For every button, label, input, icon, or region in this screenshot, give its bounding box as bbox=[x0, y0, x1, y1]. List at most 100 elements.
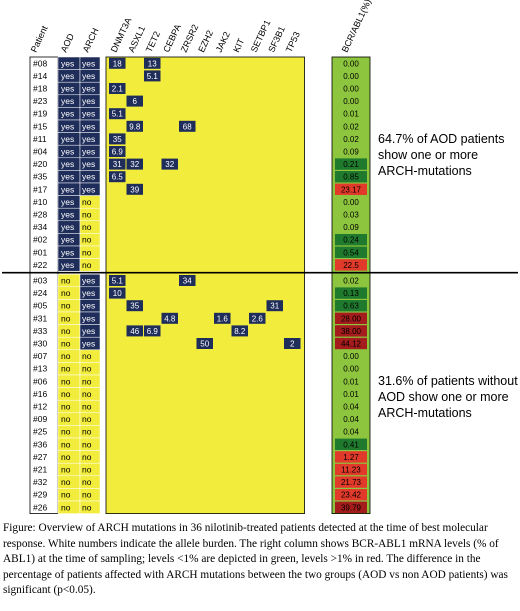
bcr-abl1-value: 0.00 bbox=[343, 72, 359, 81]
bcr-abl1-value: 38.00 bbox=[341, 327, 362, 336]
bcr-abl1-value: 23.42 bbox=[341, 491, 362, 500]
bcr-abl1-cell bbox=[335, 208, 367, 221]
aod-value: no bbox=[61, 389, 71, 399]
bcr-abl1-cell bbox=[335, 300, 367, 312]
bcr-abl1-cell bbox=[335, 95, 367, 107]
table-row: #35 yes yes 6.5 0.85 bbox=[33, 170, 367, 184]
mutation-cell-asxl1 bbox=[126, 300, 143, 312]
allele-burden-value: 10 bbox=[113, 289, 122, 298]
arch-value: yes bbox=[82, 301, 95, 311]
patient-id: #25 bbox=[33, 427, 47, 437]
bcr-abl1-value: 0.00 bbox=[343, 85, 359, 94]
bcr-abl1-cell bbox=[335, 234, 367, 246]
patient-id: #04 bbox=[33, 147, 47, 157]
mutation-cell-sf3b1 bbox=[266, 300, 283, 312]
bcr-abl1-cell bbox=[335, 388, 367, 400]
bcr-abl1-value: 22.5 bbox=[343, 261, 359, 270]
bcr-abl1-value: 0.01 bbox=[343, 377, 359, 386]
allele-burden-value: 9.8 bbox=[129, 122, 141, 131]
gene-matrix-background bbox=[105, 56, 305, 515]
table-row: #05 no yes 35 31 0.63 bbox=[33, 299, 367, 313]
bcr-abl1-value: 21.73 bbox=[341, 478, 362, 487]
bcr-abl1-value: 1.27 bbox=[343, 453, 359, 462]
bcr-abl1-cell bbox=[335, 70, 367, 82]
mutation-cell-ezh2 bbox=[196, 338, 213, 349]
bcr-abl1-value: 0.00 bbox=[343, 97, 359, 106]
aod-value: no bbox=[61, 465, 71, 475]
bcr-abl1-cell bbox=[335, 325, 367, 337]
bcr-abl1-value: 0.01 bbox=[343, 390, 359, 399]
arch-value: no bbox=[82, 364, 92, 374]
arch-cell bbox=[79, 500, 101, 514]
mutation-cell-asxl1 bbox=[126, 325, 143, 337]
arch-value: yes bbox=[82, 58, 95, 68]
table-row: #17 yes yes 39 23.17 bbox=[33, 182, 367, 196]
bcr-abl1-cell bbox=[335, 312, 367, 324]
mutation-cell-tet2 bbox=[144, 325, 161, 337]
header-arch: ARCH bbox=[81, 26, 101, 53]
table-row: #20 yes yes 31 32 32 0.21 bbox=[33, 157, 367, 171]
bcr-abl1-cell bbox=[335, 413, 367, 425]
aod-value: yes bbox=[61, 159, 74, 169]
mutation-cell-kit bbox=[231, 325, 248, 337]
bcr-abl1-value: 0.00 bbox=[343, 365, 359, 374]
aod-value: no bbox=[61, 427, 71, 437]
mutation-cell-dnmt3a bbox=[109, 146, 126, 157]
patient-column bbox=[29, 56, 59, 515]
patient-id: #15 bbox=[33, 121, 47, 131]
arch-value: yes bbox=[82, 288, 95, 298]
header-aod: AOD bbox=[59, 31, 77, 53]
aod-value: no bbox=[61, 477, 71, 487]
arch-value: no bbox=[82, 490, 92, 500]
bcr-abl1-value: 0.13 bbox=[343, 289, 359, 298]
table-row: #23 yes yes 6 0.00 bbox=[33, 94, 367, 108]
table-row: #15 yes yes 9.8 68 0.02 bbox=[33, 119, 367, 133]
bcr-abl1-cell bbox=[335, 350, 367, 362]
arch-value: no bbox=[82, 376, 92, 386]
arch-value: no bbox=[82, 351, 92, 361]
allele-burden-value: 13 bbox=[148, 59, 157, 68]
table-row: #36 no no 0.41 bbox=[33, 437, 367, 451]
aod-value: yes bbox=[61, 197, 74, 207]
mutation-cell-dnmt3a bbox=[109, 171, 126, 183]
patient-id: #32 bbox=[33, 477, 47, 487]
arch-value: yes bbox=[82, 96, 95, 106]
mutation-cell-asxl1 bbox=[126, 120, 143, 132]
bcr-abl1-value: 23.17 bbox=[341, 185, 362, 194]
table-row: #04 yes yes 6.9 0.09 bbox=[33, 144, 367, 159]
patient-id: #27 bbox=[33, 452, 47, 462]
table-row: #27 no no 1.27 bbox=[33, 450, 367, 464]
table-row: #09 no no 0.04 bbox=[33, 412, 367, 426]
bcr-abl1-value: 0.63 bbox=[343, 302, 359, 311]
arch-value: no bbox=[82, 477, 92, 487]
arch-value: yes bbox=[82, 326, 95, 336]
table-row: #33 no yes 46 6.9 8.2 38.00 bbox=[33, 324, 367, 338]
header-gene-tet2: TET2 bbox=[144, 30, 162, 54]
table-row: #30 no yes 50 2 44.12 bbox=[33, 336, 367, 351]
allele-burden-value: 5.1 bbox=[112, 277, 124, 286]
arch-cell bbox=[79, 258, 101, 272]
bcr-abl1-value: 0.00 bbox=[343, 352, 359, 361]
bcr-abl1-value: 0.00 bbox=[343, 59, 359, 68]
aod-value: yes bbox=[61, 222, 74, 232]
mutation-cell-asxl1 bbox=[126, 183, 143, 195]
allele-burden-value: 2.1 bbox=[112, 85, 124, 94]
bcr-abl1-cell bbox=[335, 183, 367, 195]
header-gene-jak2: JAK2 bbox=[214, 30, 232, 54]
allele-burden-value: 6.9 bbox=[147, 327, 159, 336]
bcr-abl1-cell bbox=[335, 108, 367, 120]
bcr-abl1-value: 0.02 bbox=[343, 277, 359, 286]
patient-id: #09 bbox=[33, 414, 47, 424]
bcr-abl1-cell bbox=[335, 438, 367, 450]
arch-value: no bbox=[82, 222, 92, 232]
bcr-abl1-value: 0.41 bbox=[343, 440, 359, 449]
bcr-abl1-cell bbox=[335, 451, 367, 463]
arch-value: yes bbox=[82, 339, 95, 349]
aod-value: no bbox=[61, 301, 71, 311]
patient-id: #05 bbox=[33, 301, 47, 311]
mutation-cell-tp53 bbox=[284, 338, 301, 349]
aod-value: yes bbox=[61, 247, 74, 257]
bcr-abl1-value: 0.85 bbox=[343, 173, 359, 182]
table-row: #26 no no 39.79 bbox=[33, 500, 367, 514]
allele-burden-value: 34 bbox=[183, 277, 192, 286]
